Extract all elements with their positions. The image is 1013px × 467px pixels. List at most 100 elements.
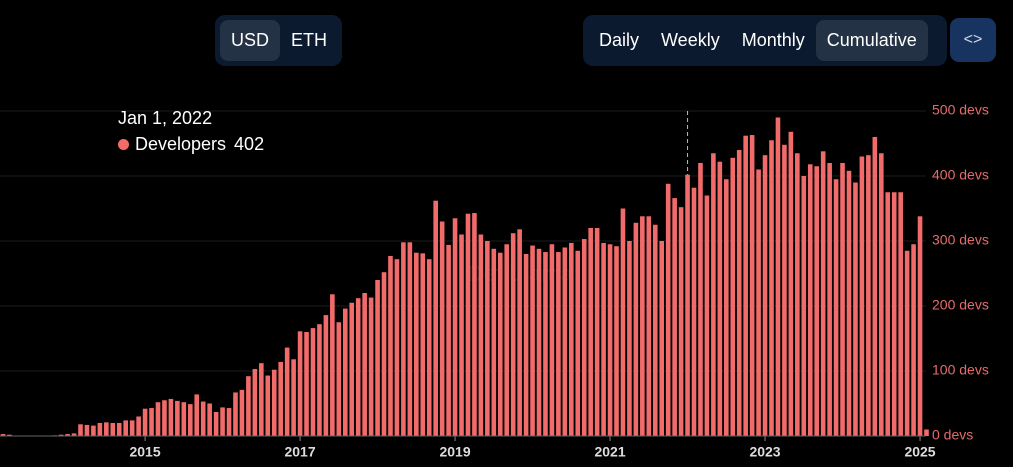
x-tick-label: 2021: [594, 444, 625, 460]
y-tick-label: 300 devs: [932, 232, 989, 248]
bar: [104, 422, 109, 436]
bar: [730, 157, 736, 437]
bar: [71, 433, 77, 436]
bar: [58, 434, 64, 436]
bar: [97, 423, 103, 436]
bar: [465, 213, 471, 436]
bar: [459, 234, 464, 436]
x-tick-label: 2019: [439, 444, 470, 460]
bar: [123, 420, 129, 436]
bar: [523, 254, 529, 436]
bar: [878, 153, 884, 436]
bar: [723, 179, 729, 436]
bar: [749, 135, 755, 437]
bar: [381, 272, 387, 436]
bar: [698, 163, 703, 436]
bar: [330, 294, 335, 436]
bar: [820, 151, 826, 437]
tooltip-dot: [118, 139, 129, 150]
x-tick-label: 2025: [904, 444, 935, 460]
bar: [446, 244, 451, 436]
bar: [162, 400, 167, 436]
bar: [743, 135, 748, 436]
bar: [426, 259, 432, 436]
bar: [388, 255, 393, 436]
bar: [368, 297, 374, 436]
bar: [472, 213, 477, 436]
bar: [297, 331, 303, 436]
y-tick-label: 0 devs: [932, 427, 973, 443]
bar: [239, 389, 245, 436]
bar: [252, 369, 258, 436]
bar: [284, 347, 290, 436]
tooltip-date: Jan 1, 2022: [118, 108, 213, 128]
bar: [349, 302, 355, 436]
bar: [607, 244, 613, 436]
bar: [575, 250, 581, 436]
bar: [336, 322, 342, 436]
bar: [717, 161, 723, 436]
bar: [795, 153, 800, 436]
tooltip-name: Developers: [135, 134, 227, 154]
bar: [491, 248, 497, 436]
bar: [504, 244, 510, 436]
bar: [265, 375, 271, 436]
bar: [233, 392, 238, 436]
bar: [0, 434, 6, 436]
bar: [911, 244, 916, 436]
bar: [485, 241, 490, 436]
y-tick-label: 400 devs: [932, 167, 989, 183]
bar: [620, 208, 626, 436]
eth-button[interactable]: ETH: [291, 30, 328, 50]
bar: [7, 434, 12, 436]
bar: [271, 369, 277, 436]
bar: [601, 242, 606, 436]
bar: [175, 400, 180, 436]
usd-button[interactable]: USD: [220, 20, 281, 61]
bar: [497, 252, 503, 436]
bar: [310, 328, 316, 436]
bar: [246, 376, 251, 436]
bar: [226, 408, 232, 436]
bar: [187, 404, 193, 436]
embed-button[interactable]: <>: [950, 18, 996, 62]
bar: [291, 359, 296, 436]
bar: [317, 324, 322, 436]
bar: [917, 216, 923, 436]
bar: [394, 259, 400, 436]
monthly-button[interactable]: Monthly: [741, 30, 805, 50]
tooltip-value: 402: [234, 134, 265, 154]
bar: [78, 424, 83, 436]
bar: [652, 224, 658, 436]
bar: [362, 293, 367, 436]
bar: [646, 216, 652, 436]
bar: [278, 361, 283, 436]
bar: [659, 241, 665, 436]
weekly-button[interactable]: Weekly: [661, 30, 720, 50]
bar: [556, 252, 561, 436]
bar: [691, 187, 697, 436]
bar: [517, 229, 522, 436]
bar: [323, 315, 329, 436]
bar: [414, 252, 419, 436]
cumulative-button[interactable]: Cumulative: [815, 20, 928, 61]
bar: [846, 170, 852, 437]
bar: [581, 239, 587, 436]
bar: [762, 155, 768, 436]
bar: [407, 242, 413, 436]
bar: [782, 144, 787, 437]
bar: [136, 416, 141, 436]
x-tick-label: 2015: [129, 444, 160, 460]
bar: [129, 420, 135, 436]
daily-button[interactable]: Daily: [599, 30, 640, 50]
bar: [562, 247, 568, 436]
bar: [807, 164, 813, 437]
bar: [633, 222, 639, 436]
bar: [142, 408, 148, 436]
bar: [594, 228, 600, 436]
bar: [536, 248, 542, 436]
bar: [814, 166, 820, 436]
period-toggle: Daily Weekly Monthly Cumulative: [583, 15, 947, 66]
y-tick-label: 500 devs: [932, 102, 989, 118]
bar: [614, 246, 619, 436]
